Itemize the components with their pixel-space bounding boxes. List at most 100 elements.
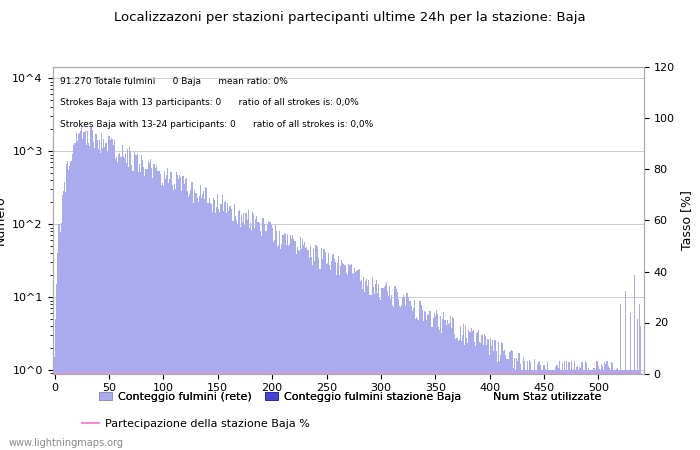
Bar xyxy=(76,133,77,450)
Bar xyxy=(573,369,574,450)
Bar xyxy=(311,256,312,450)
Bar xyxy=(104,147,105,450)
Bar xyxy=(111,138,112,450)
Bar xyxy=(103,139,104,450)
Bar xyxy=(423,320,424,450)
Bar xyxy=(216,207,217,450)
Bar xyxy=(90,127,91,450)
Bar xyxy=(118,154,120,450)
Bar xyxy=(139,164,140,450)
Bar xyxy=(136,154,138,450)
Bar xyxy=(102,148,103,450)
Bar xyxy=(429,311,430,450)
Bar xyxy=(639,304,640,450)
Bar xyxy=(447,320,448,450)
Bar xyxy=(219,212,220,450)
Y-axis label: Numero: Numero xyxy=(0,196,7,245)
Bar xyxy=(270,225,272,450)
Bar xyxy=(114,140,115,450)
Bar xyxy=(563,370,564,450)
Bar xyxy=(387,291,388,450)
Bar xyxy=(592,370,594,450)
Bar xyxy=(69,166,71,450)
Bar xyxy=(63,191,64,450)
Bar xyxy=(313,249,314,450)
Bar xyxy=(309,246,311,450)
Bar xyxy=(543,364,545,450)
Bar xyxy=(181,191,183,450)
Bar xyxy=(251,230,252,450)
Text: Strokes Baja with 13 participants: 0      ratio of all strokes is: 0,0%: Strokes Baja with 13 participants: 0 rat… xyxy=(60,98,358,107)
Bar xyxy=(426,320,427,450)
Bar xyxy=(497,362,498,450)
Bar xyxy=(164,171,165,450)
Bar xyxy=(126,163,127,450)
Bar xyxy=(416,317,417,450)
Bar xyxy=(640,326,641,450)
Bar xyxy=(107,153,108,450)
Bar xyxy=(204,198,205,450)
Bar xyxy=(502,343,503,450)
Bar xyxy=(151,168,152,450)
Bar xyxy=(262,218,263,450)
Bar xyxy=(148,163,150,450)
Bar xyxy=(622,370,623,450)
Bar xyxy=(365,281,366,450)
Bar xyxy=(87,131,88,450)
Bar xyxy=(490,338,491,450)
Bar xyxy=(417,320,419,450)
Bar xyxy=(537,364,538,450)
Bar xyxy=(380,300,382,450)
Bar xyxy=(637,319,638,450)
Bar xyxy=(238,211,239,450)
Text: www.lightningmaps.org: www.lightningmaps.org xyxy=(8,438,123,448)
Bar xyxy=(232,221,234,450)
Bar xyxy=(316,245,317,450)
Bar xyxy=(352,273,353,450)
Bar xyxy=(379,298,380,450)
Bar xyxy=(441,333,442,450)
Bar xyxy=(598,366,599,450)
Bar xyxy=(623,370,624,450)
Bar xyxy=(254,228,256,450)
Bar xyxy=(562,363,563,450)
Bar xyxy=(248,228,250,450)
Bar xyxy=(533,359,535,450)
Bar xyxy=(528,370,529,450)
Bar xyxy=(100,153,101,450)
Bar xyxy=(324,249,325,450)
Bar xyxy=(188,197,189,450)
Bar xyxy=(293,239,295,450)
Bar xyxy=(527,361,528,450)
Y-axis label: Tasso [%]: Tasso [%] xyxy=(680,190,694,251)
Bar xyxy=(558,369,559,450)
Bar xyxy=(624,370,625,450)
Bar xyxy=(515,370,516,450)
Bar xyxy=(450,316,451,450)
Bar xyxy=(224,202,225,450)
Bar xyxy=(229,206,230,450)
Bar xyxy=(74,144,75,450)
Bar xyxy=(348,265,349,450)
Bar xyxy=(358,269,360,450)
Bar xyxy=(501,342,502,450)
Bar xyxy=(382,288,384,450)
Bar xyxy=(328,253,329,450)
Bar xyxy=(256,216,258,450)
Bar xyxy=(297,247,298,450)
Bar xyxy=(452,317,453,450)
Bar xyxy=(312,265,313,450)
Bar xyxy=(288,246,289,450)
Bar xyxy=(540,365,541,450)
Bar xyxy=(635,370,636,450)
Bar xyxy=(460,326,461,450)
Bar xyxy=(97,149,99,450)
Bar xyxy=(545,370,547,450)
Bar xyxy=(616,369,617,450)
Bar xyxy=(400,307,401,450)
Bar xyxy=(283,235,284,450)
Bar xyxy=(610,370,611,450)
Bar xyxy=(462,335,463,450)
Bar xyxy=(376,280,377,450)
Bar xyxy=(636,370,637,450)
